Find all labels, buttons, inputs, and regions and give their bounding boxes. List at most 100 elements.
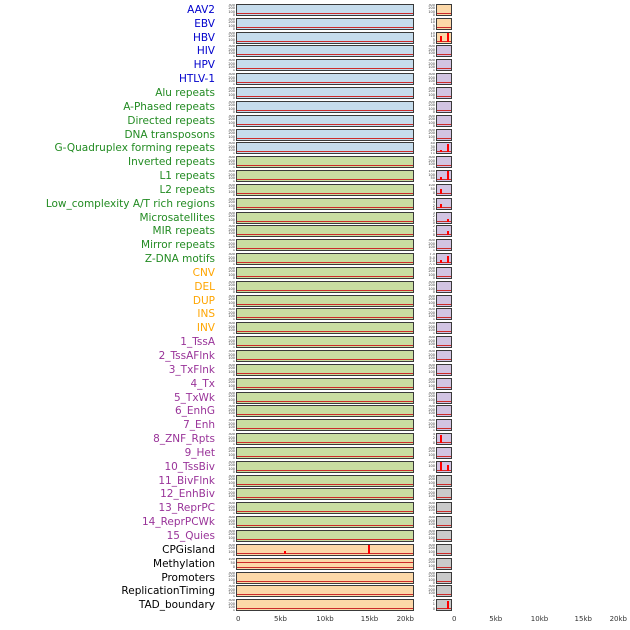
y-tick-label: 100	[228, 176, 235, 181]
peak-spike	[446, 218, 449, 222]
y-tick-label: 0	[432, 54, 435, 58]
plot-panel-left	[236, 363, 414, 376]
y-tick-label: 100	[228, 466, 235, 471]
row-label: CNV	[192, 266, 215, 279]
y-tick-label: 0	[232, 151, 235, 155]
plot-panel-right	[436, 308, 452, 321]
y-tick-label: 100	[428, 65, 435, 70]
profile-baseline	[237, 192, 413, 194]
plot-panel-left	[236, 86, 414, 99]
row-label: 2_TssAFlnk	[158, 350, 215, 363]
profile-baseline	[437, 566, 451, 568]
y-tick-label: 300	[428, 516, 435, 520]
y-tick-label: 200	[428, 380, 435, 385]
y-tick-label: 200	[228, 601, 235, 606]
profile-baseline	[437, 54, 451, 56]
y-tick-label: 300	[428, 571, 435, 575]
profile-baseline	[237, 289, 413, 291]
y-tick-label: 2	[432, 436, 435, 441]
plot-panel-right	[436, 266, 452, 279]
y-tick-label: 100	[428, 183, 435, 187]
y-tick-label: 0	[232, 96, 235, 99]
row-g-quadruplex-forming-repeats: G-Quadruplex forming repeats 300 200 100 0 40…	[0, 141, 630, 155]
y-tick-label: 200	[428, 574, 435, 579]
y-tick-label: 200	[428, 61, 435, 66]
y-tick-label: 0	[432, 497, 435, 501]
y-tick-label: 100	[228, 439, 235, 444]
y-tick-label: 300	[228, 31, 235, 35]
row-del: DEL 300 200 100 0 300 200 100 0	[0, 280, 630, 294]
y-tick-label: 300	[228, 308, 235, 312]
row-methylation: Methylation 100 50 0 300 200 100 0	[0, 557, 630, 571]
y-tick-label: 100	[428, 549, 435, 554]
y-axis-right: 200 100 0	[414, 461, 436, 473]
y-tick-label: 300	[228, 45, 235, 49]
y-axis-left: 300 200 100 0	[220, 18, 236, 30]
plot-panel-right	[436, 142, 452, 155]
peak-spike	[439, 462, 442, 471]
y-tick-label: 200	[228, 47, 235, 52]
y-tick-label: 100	[428, 92, 435, 97]
plot-panel-left	[236, 405, 414, 418]
peak-spike	[439, 259, 442, 264]
x-tick-label: 20kb	[609, 615, 627, 624]
y-tick-label: 0	[232, 27, 235, 30]
plot-panel-left	[236, 599, 414, 612]
y-axis-left: 300 200 100 0	[220, 142, 236, 154]
y-tick-label: 300	[228, 419, 235, 423]
profile-baseline	[237, 95, 413, 97]
y-tick-label: 0	[232, 248, 235, 252]
y-tick-label: 0	[432, 276, 435, 279]
y-tick-label: 0	[432, 221, 435, 224]
y-axis-right: 300 200 100 0	[414, 267, 436, 279]
y-axis-left: 300 200 100 0	[220, 198, 236, 210]
plot-panel-right	[436, 280, 452, 293]
row-label: CPGisland	[162, 543, 215, 556]
profile-baseline	[237, 123, 413, 125]
profile-baseline	[437, 123, 451, 125]
y-tick-label: 50	[430, 187, 435, 192]
plot-panel-left	[236, 59, 414, 72]
y-axis-left: 300 200 100 0	[220, 4, 236, 16]
y-tick-label: 5.0	[429, 255, 435, 260]
y-tick-label: 300	[228, 128, 235, 132]
y-axis-left: 300 200 100 0	[220, 599, 236, 611]
y-tick-label: 200	[228, 574, 235, 579]
y-tick-label: 100	[228, 383, 235, 388]
y-tick-label: 0	[432, 110, 435, 113]
profile-baseline	[237, 248, 413, 250]
y-tick-label: 0	[232, 193, 235, 196]
y-tick-label: 100	[428, 508, 435, 513]
profile-baseline	[437, 26, 451, 28]
y-tick-label: 300	[428, 156, 435, 160]
y-tick-label: 0	[232, 138, 235, 141]
plot-panel-left	[236, 266, 414, 279]
row-label: DNA transposons	[124, 128, 215, 141]
y-tick-label: 100	[428, 172, 435, 177]
profile-baseline	[237, 220, 413, 222]
y-tick-label: 100	[428, 577, 435, 582]
y-tick-label: 0	[432, 387, 435, 390]
profile-baseline	[237, 179, 413, 181]
row-label: TAD_boundary	[138, 599, 215, 612]
profile-baseline	[437, 483, 451, 485]
y-axis-right: 300 200 100 0	[414, 488, 436, 500]
row-label: 4_Tx	[190, 377, 215, 390]
profile-baseline	[437, 580, 451, 582]
y-tick-label: 300	[428, 350, 435, 354]
y-tick-label: 200	[428, 504, 435, 509]
plot-panel-left	[236, 391, 414, 404]
y-tick-label: 0	[232, 304, 235, 307]
y-tick-label: 300	[428, 543, 435, 547]
y-tick-label: 0	[432, 567, 435, 570]
profile-baseline	[437, 414, 451, 416]
y-tick-label: 300	[228, 322, 235, 326]
axis-spacer	[220, 612, 236, 627]
profile-baseline	[237, 400, 413, 402]
profile-baseline	[237, 165, 413, 167]
y-tick-label: 200	[228, 407, 235, 412]
profile-baseline	[437, 372, 451, 374]
y-tick-label: 100	[228, 535, 235, 540]
